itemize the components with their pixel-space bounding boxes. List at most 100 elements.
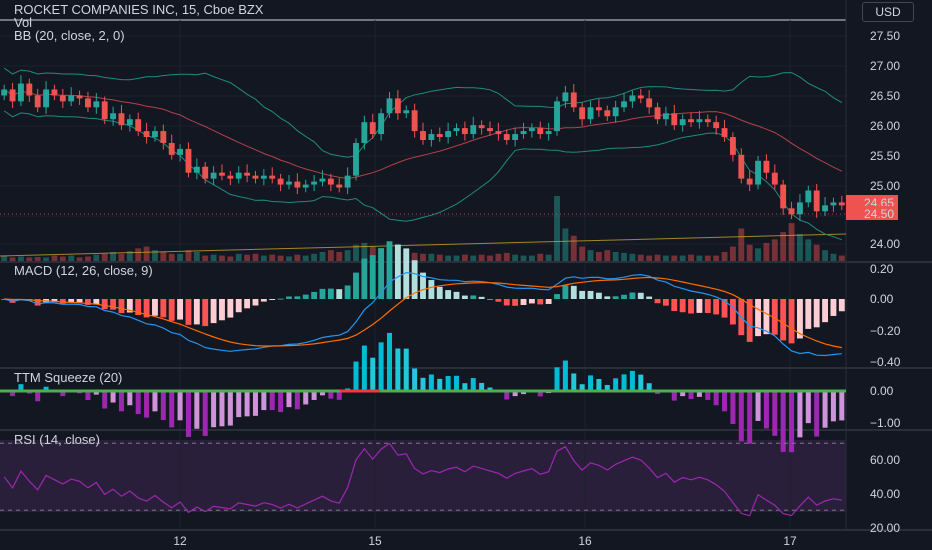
candle[interactable]	[696, 119, 703, 123]
x-axis[interactable]: 12 15 16 17	[173, 534, 797, 548]
candle[interactable]	[671, 113, 678, 126]
candle[interactable]	[294, 181, 301, 188]
candle[interactable]	[403, 110, 410, 114]
candle[interactable]	[570, 92, 577, 108]
candle[interactable]	[177, 148, 184, 155]
candle[interactable]	[713, 122, 720, 129]
candle[interactable]	[302, 184, 309, 188]
candle[interactable]	[126, 119, 133, 126]
candle[interactable]	[185, 148, 192, 173]
candle[interactable]	[771, 172, 778, 185]
candle[interactable]	[43, 89, 50, 108]
candle[interactable]	[361, 122, 368, 143]
candle[interactable]	[428, 134, 435, 140]
candle[interactable]	[353, 142, 359, 176]
candle[interactable]	[637, 95, 644, 99]
candle[interactable]	[587, 107, 594, 120]
candle[interactable]	[152, 131, 158, 138]
candle[interactable]	[562, 92, 569, 102]
candle[interactable]	[1, 89, 8, 96]
candle[interactable]	[579, 107, 586, 120]
candle[interactable]	[411, 110, 418, 132]
candle[interactable]	[445, 131, 452, 138]
candle[interactable]	[76, 95, 83, 99]
candle[interactable]	[143, 131, 150, 138]
candle[interactable]	[18, 83, 24, 102]
candle[interactable]	[386, 98, 393, 114]
candle[interactable]	[168, 142, 175, 155]
candle[interactable]	[34, 95, 41, 108]
candle[interactable]	[227, 175, 234, 179]
candle[interactable]	[202, 166, 209, 179]
candle[interactable]	[59, 95, 66, 102]
candle[interactable]	[470, 125, 477, 135]
candle[interactable]	[503, 134, 510, 140]
candle[interactable]	[327, 178, 334, 185]
candle[interactable]	[830, 202, 837, 206]
candle[interactable]	[537, 128, 544, 135]
candle[interactable]	[721, 128, 728, 138]
candle[interactable]	[746, 178, 753, 185]
candle[interactable]	[101, 101, 108, 120]
candle[interactable]	[219, 172, 225, 176]
candle[interactable]	[235, 172, 242, 179]
candle[interactable]	[805, 190, 812, 203]
candle[interactable]	[260, 175, 267, 179]
candle[interactable]	[369, 122, 376, 135]
candle[interactable]	[420, 131, 426, 140]
candle[interactable]	[51, 89, 58, 96]
candle[interactable]	[796, 202, 803, 215]
candle[interactable]	[629, 95, 636, 102]
candle[interactable]	[520, 131, 527, 135]
candle[interactable]	[344, 175, 351, 188]
candle[interactable]	[378, 113, 385, 135]
candle[interactable]	[160, 131, 167, 143]
candle[interactable]	[311, 181, 318, 185]
candles[interactable]	[0, 75, 846, 221]
candle[interactable]	[277, 178, 284, 185]
candle[interactable]	[780, 184, 787, 209]
candle[interactable]	[394, 98, 401, 114]
candle[interactable]	[495, 131, 502, 135]
candle[interactable]	[135, 119, 142, 132]
candle[interactable]	[252, 175, 259, 179]
candle[interactable]	[210, 172, 217, 179]
candle[interactable]	[478, 125, 485, 129]
candle[interactable]	[654, 107, 661, 120]
candle[interactable]	[755, 160, 761, 185]
candle[interactable]	[554, 101, 560, 132]
candle[interactable]	[193, 166, 200, 173]
candle[interactable]	[679, 119, 686, 126]
candle[interactable]	[621, 101, 627, 108]
candle[interactable]	[244, 172, 251, 176]
candle[interactable]	[604, 110, 611, 117]
candle[interactable]	[118, 113, 125, 126]
candle[interactable]	[738, 154, 745, 179]
candle[interactable]	[26, 83, 33, 96]
candle[interactable]	[704, 119, 711, 123]
candle[interactable]	[336, 184, 343, 188]
candle[interactable]	[545, 131, 552, 135]
candle[interactable]	[436, 134, 443, 138]
candle[interactable]	[688, 119, 694, 123]
candle[interactable]	[729, 137, 736, 155]
candle[interactable]	[646, 98, 653, 108]
candle[interactable]	[528, 128, 535, 132]
candle[interactable]	[487, 128, 493, 132]
candle[interactable]	[93, 101, 100, 108]
y-axis[interactable]: 24.00 25.50 26.00 26.50 27.00 27.50 25.00 0.20 0…	[846, 29, 901, 535]
candle[interactable]	[269, 175, 276, 179]
candle[interactable]	[461, 128, 468, 135]
candle[interactable]	[512, 134, 519, 140]
candle[interactable]	[319, 178, 326, 182]
candle[interactable]	[662, 113, 669, 120]
candle[interactable]	[595, 107, 602, 111]
candle[interactable]	[85, 98, 91, 108]
currency-button[interactable]: USD	[862, 2, 914, 22]
candle[interactable]	[453, 128, 460, 132]
candle[interactable]	[110, 113, 117, 120]
candle[interactable]	[763, 160, 770, 173]
candle[interactable]	[286, 181, 292, 185]
candle[interactable]	[612, 107, 619, 117]
